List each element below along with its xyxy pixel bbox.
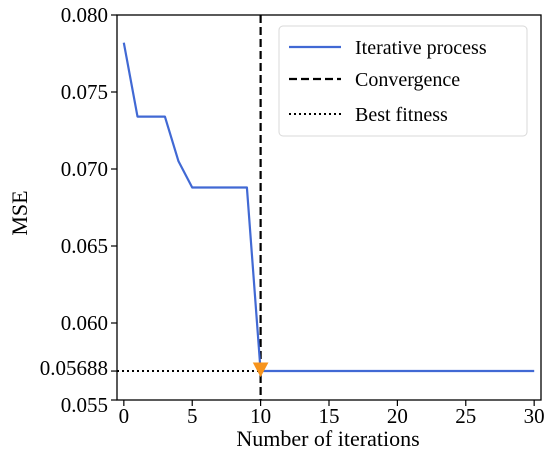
y-tick-label: 0.065 — [61, 234, 108, 258]
y-tick-label: 0.080 — [61, 3, 108, 27]
x-tick-label: 15 — [319, 404, 340, 428]
y-tick-label: 0.05688 — [40, 356, 108, 380]
legend-box — [278, 25, 528, 137]
y-tick-label: 0.070 — [61, 157, 108, 181]
y-tick-label: 0.060 — [61, 311, 108, 335]
x-tick-label: 5 — [187, 404, 198, 428]
best-fitness-marker — [252, 362, 269, 378]
x-axis-title: Number of iterations — [236, 426, 419, 451]
y-axis-title: MSE — [7, 190, 32, 235]
x-tick-label: 20 — [387, 404, 408, 428]
ticks-layer: 0 5 10 15 20 25 30 0.055 0.05688 0.060 0.065 0.070 0… — [40, 3, 545, 428]
legend-label-best-fitness: Best fitness — [355, 104, 448, 126]
legend: Iterative process Convergence Best fitne… — [278, 25, 528, 137]
series-layer — [117, 15, 535, 400]
y-tick-label: 0.055 — [61, 393, 108, 417]
x-tick-label: 0 — [119, 404, 130, 428]
iterative-process-line — [122, 42, 535, 373]
y-tick-label: 0.075 — [61, 80, 108, 104]
x-tick-label: 25 — [455, 404, 476, 428]
legend-label-iterative-process: Iterative process — [355, 37, 487, 59]
x-tick-label: 10 — [250, 404, 271, 428]
legend-label-convergence: Convergence — [355, 69, 460, 91]
x-tick-label: 30 — [524, 404, 545, 428]
